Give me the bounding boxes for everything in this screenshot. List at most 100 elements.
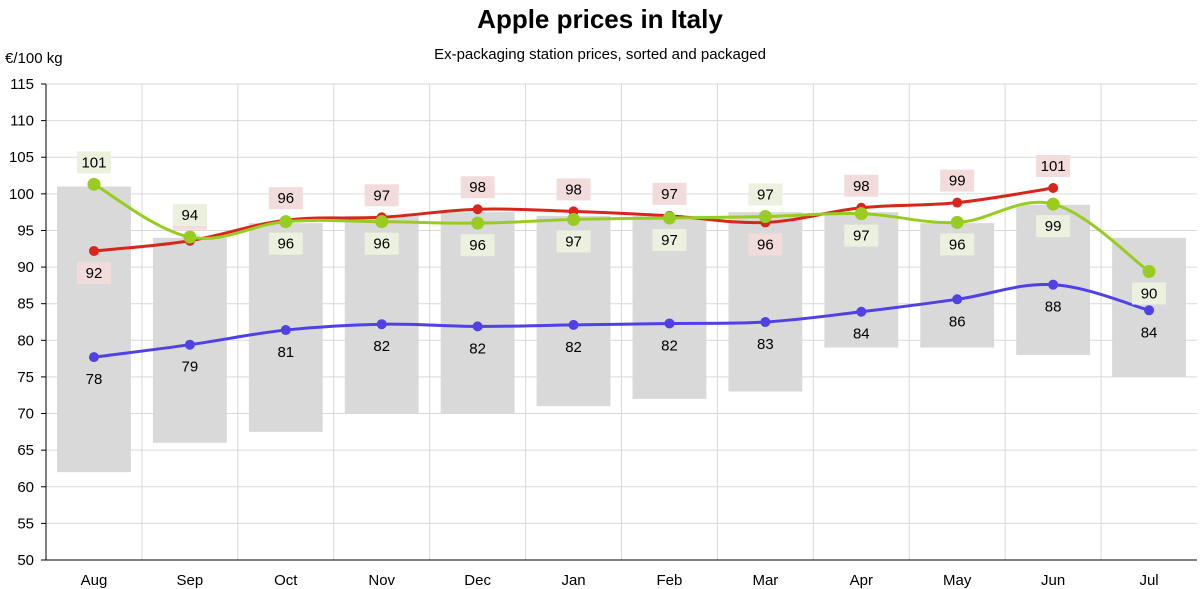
data-label-bg xyxy=(1036,215,1071,238)
data-label: 88 xyxy=(1045,299,1062,316)
data-label-bg xyxy=(460,234,495,257)
data-point xyxy=(854,207,868,221)
data-label: 96 xyxy=(277,236,294,253)
data-point xyxy=(472,321,483,332)
data-label-bg xyxy=(652,229,687,252)
data-label: 86 xyxy=(949,313,966,330)
data-label: 96 xyxy=(469,237,486,254)
chart-subtitle: Ex-packaging station prices, sorted and … xyxy=(434,46,766,63)
data-label: 78 xyxy=(86,371,103,388)
data-point xyxy=(1046,197,1060,211)
data-point xyxy=(1048,182,1059,193)
data-label-bg xyxy=(76,151,111,174)
y-tick-label: 80 xyxy=(17,332,34,349)
data-point xyxy=(376,319,387,330)
data-label: 98 xyxy=(469,179,486,196)
data-label-bg xyxy=(172,204,207,227)
data-label: 99 xyxy=(1045,218,1062,235)
y-tick-label: 70 xyxy=(17,406,34,423)
y-tick-label: 105 xyxy=(9,149,34,166)
data-label: 96 xyxy=(757,236,774,253)
data-label: 101 xyxy=(1041,158,1066,175)
data-label-bg xyxy=(364,232,399,255)
data-label: 97 xyxy=(853,228,870,245)
y-tick-label: 75 xyxy=(17,369,34,386)
data-label-bg xyxy=(76,261,111,284)
axes: 115 110 105 100 95 90 85 80 75 70 65 60 55 50 Aug Sep Oc… xyxy=(9,76,1197,589)
data-point xyxy=(1144,305,1155,316)
data-point xyxy=(952,294,963,305)
data-labels: 9293969798989796989910110194969696979797… xyxy=(76,151,1167,388)
data-label: 90 xyxy=(1141,285,1158,302)
data-label: 99 xyxy=(949,173,966,190)
y-axis-label: €/100 kg xyxy=(5,50,63,67)
x-tick-label: Dec xyxy=(464,572,491,589)
data-label: 82 xyxy=(469,340,486,357)
data-label-bg xyxy=(268,187,303,210)
data-point xyxy=(856,306,867,317)
y-tick-label: 60 xyxy=(17,479,34,496)
data-label-bg xyxy=(268,232,303,255)
data-label: 97 xyxy=(661,232,678,249)
data-label-bg xyxy=(748,233,783,256)
data-point xyxy=(952,197,963,208)
data-point xyxy=(375,215,389,229)
data-label: 83 xyxy=(757,336,774,353)
data-label-bg xyxy=(1132,282,1167,305)
data-label: 96 xyxy=(949,236,966,253)
y-tick-label: 95 xyxy=(17,222,34,239)
data-label: 84 xyxy=(853,326,870,343)
data-point xyxy=(88,245,99,256)
y-tick-label: 65 xyxy=(17,442,34,459)
x-tick-label: Oct xyxy=(274,572,298,589)
data-point xyxy=(184,339,195,350)
gridlines xyxy=(46,83,1197,560)
range-bar xyxy=(57,186,131,473)
data-point xyxy=(758,210,772,224)
series-points xyxy=(87,177,1156,363)
x-tick-label: Mar xyxy=(752,572,778,589)
chart-title: Apple prices in Italy xyxy=(477,4,723,34)
data-label: 101 xyxy=(81,154,106,171)
x-tick-label: May xyxy=(943,572,972,589)
data-label-bg xyxy=(364,184,399,207)
data-point xyxy=(760,317,771,327)
data-label: 97 xyxy=(565,233,582,250)
data-label-bg xyxy=(940,169,975,192)
data-point xyxy=(1142,264,1156,278)
data-label: 97 xyxy=(373,187,390,204)
data-label-bg xyxy=(556,178,591,201)
y-tick-label: 85 xyxy=(17,296,34,313)
data-label: 82 xyxy=(373,338,390,355)
data-label-bg xyxy=(460,176,495,199)
x-tick-label: Jan xyxy=(561,572,585,589)
series-line-2 xyxy=(92,282,1151,359)
data-label: 79 xyxy=(182,359,199,376)
data-label: 96 xyxy=(277,190,294,207)
x-tick-label: Feb xyxy=(657,572,683,589)
y-tick-label: 55 xyxy=(17,515,34,532)
data-point xyxy=(567,212,581,226)
data-point xyxy=(279,215,293,229)
x-tick-label: Aug xyxy=(81,572,108,589)
data-label-bg xyxy=(940,233,975,256)
y-tick-label: 100 xyxy=(9,186,34,203)
data-label-bg xyxy=(844,224,879,247)
data-label: 82 xyxy=(565,339,582,356)
series-line-1 xyxy=(92,182,1151,273)
data-label: 94 xyxy=(182,207,199,224)
x-tick-label: Jun xyxy=(1041,572,1065,589)
x-tick-label: Sep xyxy=(177,572,204,589)
data-point xyxy=(471,216,485,230)
data-label: 92 xyxy=(86,265,103,282)
data-point xyxy=(568,319,579,330)
x-tick-label: Jul xyxy=(1139,572,1158,589)
data-point xyxy=(88,352,99,363)
data-point xyxy=(472,204,483,215)
y-tick-label: 115 xyxy=(10,76,34,93)
data-label: 82 xyxy=(661,337,678,354)
y-tick-label: 90 xyxy=(17,259,34,276)
data-point xyxy=(662,211,676,225)
data-label: 98 xyxy=(565,181,582,198)
data-point xyxy=(183,230,197,244)
